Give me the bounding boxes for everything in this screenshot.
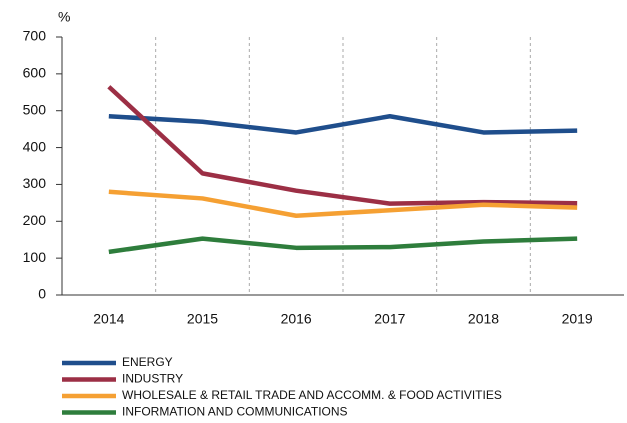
series-line	[108, 113, 578, 135]
y-tick-label: 300	[23, 175, 47, 191]
series-line	[108, 236, 578, 255]
x-tick-label: 2017	[374, 311, 405, 327]
series-line	[107, 85, 578, 206]
x-tick-label: 2014	[93, 311, 124, 327]
legend-label: INDUSTRY	[122, 372, 183, 386]
y-axis-unit: %	[58, 9, 70, 25]
y-tick-label: 0	[38, 286, 46, 302]
x-tick-label: 2018	[468, 311, 499, 327]
y-tick-label: 700	[23, 28, 47, 44]
x-tick-label: 2019	[562, 311, 593, 327]
x-tick-label: 2015	[187, 311, 218, 327]
y-tick-label: 600	[23, 65, 47, 81]
legend-label: ENERGY	[122, 355, 173, 369]
y-tick-label: 400	[23, 138, 47, 154]
x-tick-label: 2016	[281, 311, 312, 327]
legend-label: INFORMATION AND COMMUNICATIONS	[122, 405, 348, 419]
y-tick-label: 100	[23, 249, 47, 265]
series-line	[108, 189, 578, 219]
y-tick-label: 200	[23, 212, 47, 228]
y-tick-label: 500	[23, 101, 47, 117]
legend-label: WHOLESALE & RETAIL TRADE AND ACCOMM. & F…	[122, 388, 502, 402]
